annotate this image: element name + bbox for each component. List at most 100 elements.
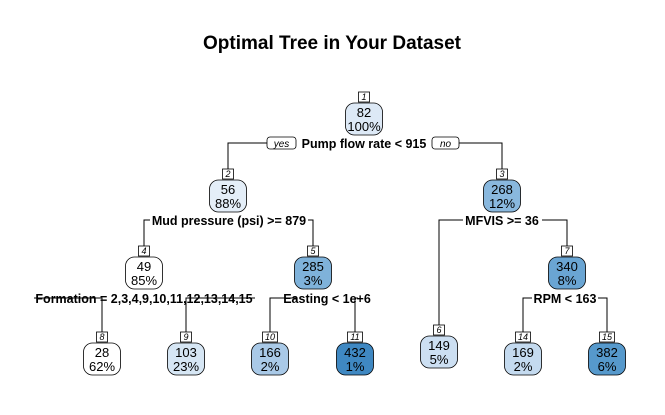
split-node-3: MFVIS >= 36 <box>465 214 539 228</box>
node-percent: 2% <box>514 359 533 374</box>
split-node-5: Easting < 1e+6 <box>283 292 371 306</box>
node-percent: 62% <box>89 359 115 374</box>
node-box <box>504 342 542 376</box>
node-box <box>294 256 332 290</box>
node-id-box <box>433 324 445 336</box>
tree-nodes: 182100%25688%326812%44985%52853%61495%73… <box>83 91 626 376</box>
edge-2-5 <box>308 219 314 248</box>
node-id-box <box>262 331 278 343</box>
node-value: 149 <box>428 338 450 353</box>
node-box <box>125 256 163 290</box>
node-id-box <box>347 331 363 343</box>
node-id-box <box>561 245 573 257</box>
edge-1-3 <box>459 142 503 171</box>
no-label: no <box>440 139 452 150</box>
node-percent: 100% <box>347 119 381 134</box>
diagram-title: Optimal Tree in Your Dataset <box>203 33 462 54</box>
split-node-4: Formation = 2,3,4,9,10,11,12,13,14,15 <box>35 292 252 306</box>
node-percent: 1% <box>346 359 365 374</box>
node-percent: 23% <box>173 359 199 374</box>
split-node-2: Mud pressure (psi) >= 879 <box>152 214 306 228</box>
node-id: 15 <box>602 332 613 342</box>
edge-1-2 <box>227 142 267 171</box>
node-percent: 6% <box>598 359 617 374</box>
node-id: 10 <box>265 332 275 342</box>
node-id: 9 <box>183 332 188 342</box>
node-box <box>588 342 626 376</box>
yes-label-box <box>266 136 297 150</box>
split-node-1: Pump flow rate < 915 <box>302 137 427 151</box>
node-percent: 2% <box>261 359 280 374</box>
split-node-7: RPM < 163 <box>534 292 597 306</box>
node-id-box <box>96 331 108 343</box>
edge-7-15 <box>598 297 608 334</box>
node-value: 432 <box>344 345 366 360</box>
node-id-box <box>222 168 234 180</box>
edge-4-9 <box>185 297 255 334</box>
split-labels: yes no Pump flow rate < 915 Mud pressure… <box>35 136 597 306</box>
node-id: 2 <box>224 169 230 179</box>
node-percent: 3% <box>304 273 323 288</box>
edge-5-10 <box>269 297 296 334</box>
node-value: 166 <box>259 345 281 360</box>
node-id: 4 <box>141 246 146 256</box>
node-box <box>83 342 121 376</box>
node-value: 28 <box>95 345 109 360</box>
node-value: 340 <box>556 259 578 274</box>
node-value: 56 <box>221 182 235 197</box>
node-box <box>167 342 205 376</box>
node-box <box>548 256 586 290</box>
node-percent: 85% <box>131 273 157 288</box>
node-percent: 8% <box>558 273 577 288</box>
node-value: 268 <box>491 182 513 197</box>
tree-edges <box>34 142 608 334</box>
node-id: 5 <box>310 246 316 256</box>
node-id-box <box>138 245 150 257</box>
node-percent: 5% <box>430 352 449 367</box>
node-id: 1 <box>361 92 366 102</box>
node-box <box>345 102 383 136</box>
node-value: 169 <box>512 345 534 360</box>
node-value: 382 <box>596 345 618 360</box>
node-box <box>209 179 247 213</box>
yes-label: yes <box>273 139 290 150</box>
node-box <box>483 179 521 213</box>
node-id-box <box>180 331 192 343</box>
node-id-box <box>358 91 370 103</box>
edge-3-6 <box>438 219 463 327</box>
node-value: 49 <box>137 259 151 274</box>
node-id: 3 <box>499 169 504 179</box>
node-id-box <box>307 245 319 257</box>
node-id-box <box>599 331 615 343</box>
node-value: 285 <box>302 259 324 274</box>
node-percent: 12% <box>489 196 515 211</box>
node-id: 11 <box>350 332 359 342</box>
edge-2-4 <box>143 219 150 248</box>
node-id: 7 <box>564 246 570 256</box>
node-box <box>336 342 374 376</box>
node-value: 82 <box>357 105 371 120</box>
node-id: 8 <box>99 332 104 342</box>
node-box <box>420 335 458 369</box>
node-id: 6 <box>436 325 441 335</box>
node-value: 103 <box>175 345 197 360</box>
node-percent: 88% <box>215 196 241 211</box>
no-label-box <box>431 136 460 150</box>
edge-5-11 <box>354 297 358 334</box>
node-id: 14 <box>518 332 528 342</box>
